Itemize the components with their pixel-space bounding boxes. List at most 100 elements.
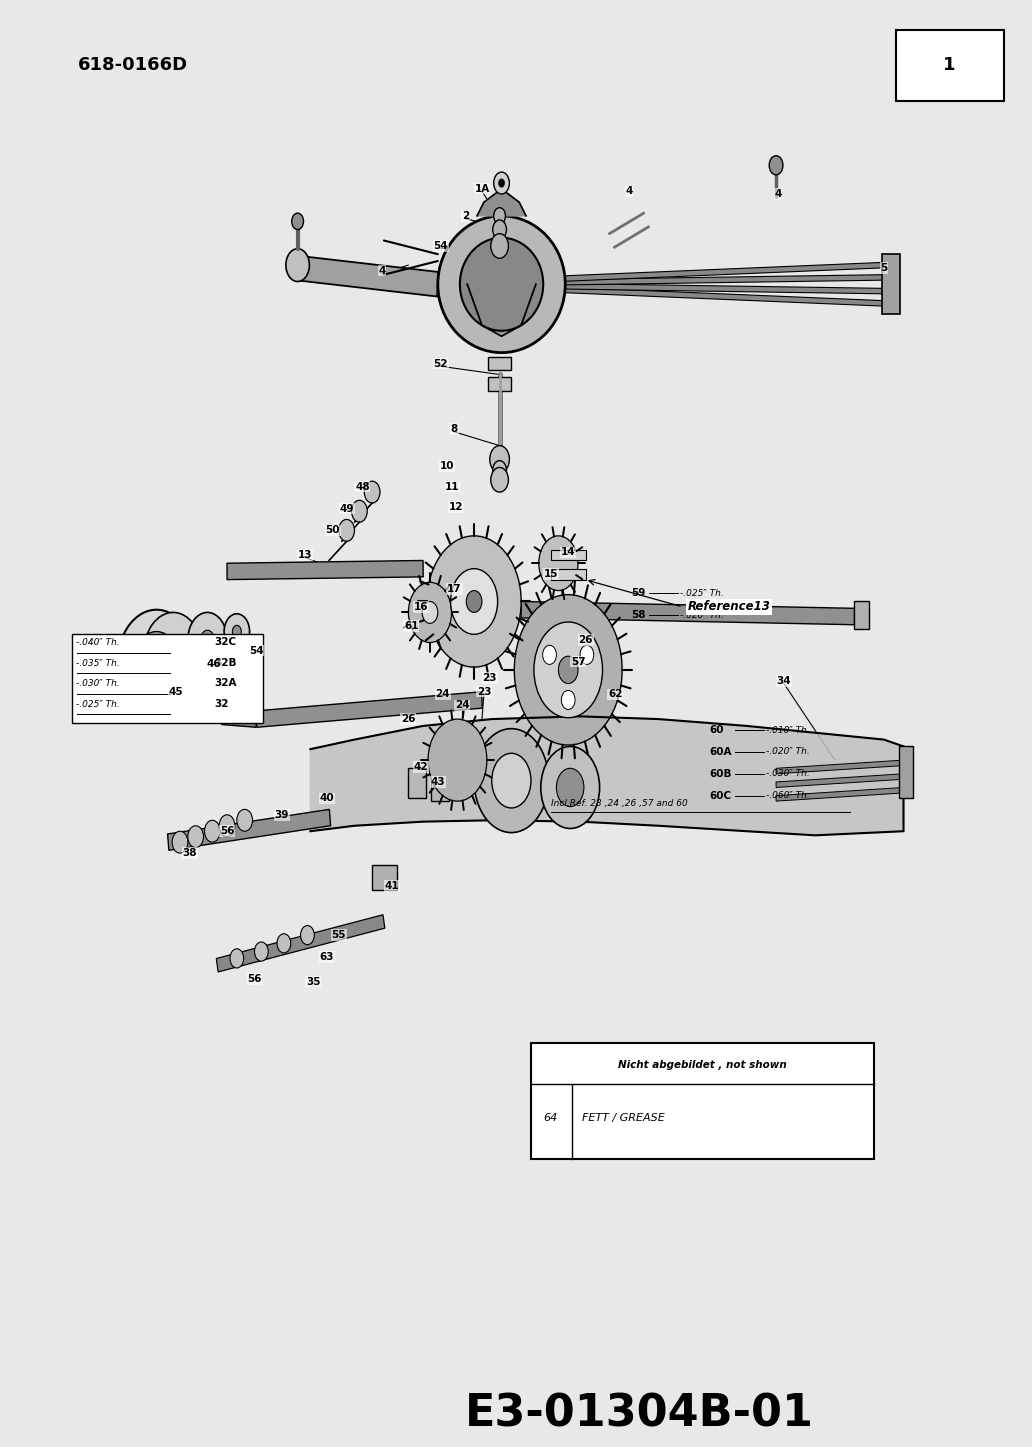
Bar <box>551 569 586 580</box>
Text: 64: 64 <box>544 1113 557 1123</box>
Circle shape <box>556 768 584 806</box>
Polygon shape <box>467 284 536 333</box>
Polygon shape <box>776 774 904 787</box>
Text: 4: 4 <box>379 266 386 275</box>
Bar <box>72 634 263 724</box>
Text: -.060″ Th.: -.060″ Th. <box>766 792 810 800</box>
Circle shape <box>188 826 203 848</box>
Text: 2: 2 <box>461 211 469 221</box>
Text: 48: 48 <box>355 482 369 492</box>
Text: 54: 54 <box>433 242 448 250</box>
Circle shape <box>133 631 180 697</box>
Text: 4: 4 <box>774 190 781 200</box>
Text: 618-0166D: 618-0166D <box>78 56 188 74</box>
Text: -.020″ Th.: -.020″ Th. <box>766 748 810 757</box>
Circle shape <box>427 535 521 667</box>
Circle shape <box>543 645 556 664</box>
Circle shape <box>255 942 268 961</box>
Text: Reference13: Reference13 <box>688 601 771 614</box>
Circle shape <box>474 729 549 832</box>
Bar <box>854 602 869 629</box>
Text: 32C: 32C <box>215 637 236 647</box>
Text: 60C: 60C <box>709 790 732 800</box>
Text: 8: 8 <box>451 424 458 434</box>
Text: -.030″ Th.: -.030″ Th. <box>76 679 120 689</box>
Circle shape <box>493 208 506 224</box>
Circle shape <box>224 614 250 650</box>
Text: 49: 49 <box>340 504 354 514</box>
Circle shape <box>451 569 497 634</box>
Bar <box>882 255 900 314</box>
Circle shape <box>491 754 530 807</box>
Text: 43: 43 <box>430 777 445 787</box>
Polygon shape <box>566 284 884 294</box>
Circle shape <box>172 831 188 854</box>
Text: 56: 56 <box>220 826 234 836</box>
Text: 50: 50 <box>326 525 341 535</box>
Text: 60A: 60A <box>709 747 732 757</box>
Text: 10: 10 <box>440 462 454 472</box>
Text: 24: 24 <box>455 700 470 710</box>
Circle shape <box>204 820 220 842</box>
Circle shape <box>558 655 578 683</box>
Ellipse shape <box>460 237 543 331</box>
Polygon shape <box>256 692 482 728</box>
Text: -.025″ Th.: -.025″ Th. <box>680 589 723 598</box>
Text: -.010″ Th.: -.010″ Th. <box>766 725 810 735</box>
Polygon shape <box>776 787 904 802</box>
Bar <box>488 378 511 391</box>
Text: 38: 38 <box>183 848 197 858</box>
Circle shape <box>490 446 510 473</box>
Text: Incl.Ref. 23 ,24 ,26 ,57 and 60: Incl.Ref. 23 ,24 ,26 ,57 and 60 <box>551 799 687 809</box>
Circle shape <box>364 482 380 504</box>
Circle shape <box>352 501 367 522</box>
Text: 60: 60 <box>709 725 723 735</box>
Text: 63: 63 <box>320 952 334 962</box>
Text: 58: 58 <box>631 611 645 621</box>
Polygon shape <box>566 275 884 285</box>
Polygon shape <box>295 256 439 297</box>
Circle shape <box>188 612 227 667</box>
Circle shape <box>491 467 509 492</box>
Circle shape <box>769 156 783 175</box>
Circle shape <box>498 179 505 187</box>
Text: 52: 52 <box>433 359 448 369</box>
Text: 55: 55 <box>331 930 346 941</box>
Bar <box>431 771 449 802</box>
Text: E3-01304B-01: E3-01304B-01 <box>465 1392 814 1435</box>
Circle shape <box>409 582 452 642</box>
Circle shape <box>539 535 578 590</box>
Circle shape <box>118 609 196 719</box>
Text: 23: 23 <box>477 687 491 697</box>
Text: 13: 13 <box>298 550 313 560</box>
Circle shape <box>493 172 510 194</box>
Text: 23: 23 <box>483 673 497 683</box>
Text: 60B: 60B <box>709 768 732 778</box>
Text: 11: 11 <box>445 482 460 492</box>
Text: 61: 61 <box>405 621 419 631</box>
Bar <box>373 865 396 890</box>
Circle shape <box>163 640 184 669</box>
Text: 45: 45 <box>169 687 184 697</box>
Text: 12: 12 <box>449 502 463 512</box>
Circle shape <box>232 625 241 638</box>
Circle shape <box>230 949 244 968</box>
Text: 16: 16 <box>414 602 428 612</box>
Polygon shape <box>566 262 884 281</box>
Bar <box>899 747 913 799</box>
Circle shape <box>428 719 487 802</box>
Circle shape <box>561 690 575 709</box>
Circle shape <box>338 519 355 541</box>
Text: 17: 17 <box>447 585 461 595</box>
Circle shape <box>541 747 600 829</box>
Text: 34: 34 <box>777 676 792 686</box>
Circle shape <box>534 622 603 718</box>
Text: -.035″ Th.: -.035″ Th. <box>76 658 120 669</box>
Text: 5: 5 <box>880 263 888 273</box>
Text: -.030″ Th.: -.030″ Th. <box>766 770 810 778</box>
Polygon shape <box>521 602 854 625</box>
Circle shape <box>466 590 482 612</box>
Polygon shape <box>566 288 884 307</box>
Circle shape <box>292 213 303 230</box>
Circle shape <box>277 933 291 954</box>
